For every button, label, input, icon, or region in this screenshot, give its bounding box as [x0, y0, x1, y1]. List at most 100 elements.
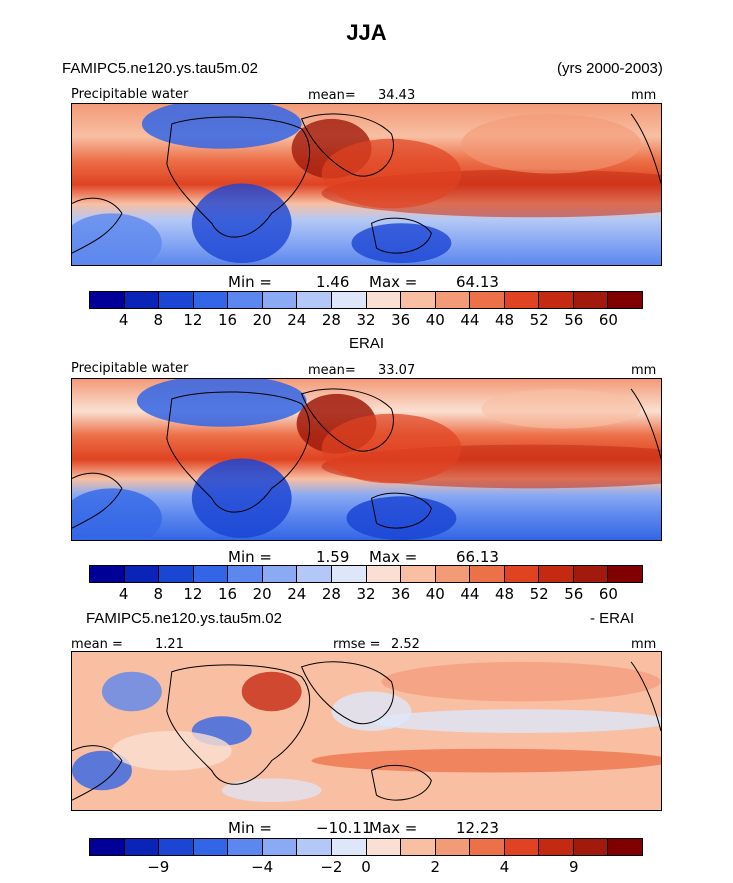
colorbar-tick-label: 32 — [356, 585, 376, 603]
colorbar-tick-label: 4 — [499, 858, 510, 876]
colorbar-swatch — [90, 566, 125, 582]
colorbar-swatch — [539, 566, 574, 582]
colorbar-swatch — [470, 839, 505, 855]
colorbar-swatch — [193, 839, 229, 855]
panel2-min-label: Min = — [228, 548, 272, 566]
panel3-rmse-value: 2.52 — [391, 637, 420, 652]
colorbar-swatch — [159, 839, 194, 855]
panel1-max-value: 64.13 — [456, 273, 499, 291]
colorbar-swatch — [401, 566, 436, 582]
colorbar-tick-label: 52 — [529, 311, 549, 329]
panel3-max-label: Max = — [369, 819, 418, 837]
colorbar-swatch — [366, 839, 402, 855]
colorbar-tick-label: 4 — [118, 311, 129, 329]
colorbar-tick-label: 48 — [494, 311, 515, 329]
map-erai — [71, 378, 662, 541]
map-difference — [71, 651, 662, 811]
colorbar-tick-label: −2 — [320, 858, 343, 876]
colorbar-swatch — [539, 839, 574, 855]
colorbar-tick-label: 40 — [425, 311, 445, 329]
colorbar-panel3-ticks: −9 −4 −2 0 2 4 9 — [89, 858, 643, 876]
colorbar-tick-label: −9 — [147, 858, 170, 876]
colorbar-tick-label: 36 — [391, 585, 411, 603]
colorbar-tick-label: 44 — [460, 585, 480, 603]
colorbar-swatch — [608, 566, 642, 582]
colorbar-tick-label: 0 — [361, 858, 371, 876]
colorbar-swatch — [435, 292, 471, 308]
colorbar-swatch — [366, 566, 402, 582]
colorbar-panel3 — [89, 838, 643, 856]
colorbar-tick-label: 28 — [321, 585, 341, 603]
colorbar-swatch — [401, 292, 436, 308]
colorbar-swatch — [228, 566, 263, 582]
panel1-variable: Precipitable water — [71, 87, 189, 102]
colorbar-swatch — [573, 566, 609, 582]
colorbar-tick-label: 12 — [183, 311, 203, 329]
colorbar-tick-label: 24 — [287, 585, 307, 603]
colorbar-panel1 — [89, 291, 643, 309]
colorbar-tick-label: 9 — [568, 858, 579, 876]
colorbar-swatch — [90, 292, 125, 308]
case-name: FAMIPC5.ne120.ys.tau5m.02 — [62, 60, 258, 77]
colorbar-swatch — [228, 839, 263, 855]
colorbar-tick-label: 48 — [494, 585, 515, 603]
colorbar-swatch — [608, 292, 642, 308]
colorbar-tick-label: 60 — [598, 311, 618, 329]
colorbar-swatch — [90, 839, 125, 855]
colorbar-tick-label: 4 — [118, 585, 129, 603]
colorbar-swatch — [401, 839, 436, 855]
colorbar-swatch — [504, 566, 540, 582]
colorbar-tick-label: 16 — [217, 585, 238, 603]
colorbar-tick-label: 24 — [287, 311, 307, 329]
panel2-units: mm — [631, 363, 657, 378]
map-model — [71, 103, 662, 266]
panel3-units: mm — [631, 637, 657, 652]
colorbar-swatch — [331, 292, 367, 308]
colorbar-tick-label: 16 — [217, 311, 238, 329]
panel1-mean-value: 34.43 — [378, 88, 416, 103]
panel1-max-label: Max = — [369, 273, 418, 291]
colorbar-tick-label: 40 — [425, 585, 445, 603]
panel1-min-label: Min = — [228, 273, 272, 291]
panel2-mean-label: mean= — [308, 363, 356, 378]
panel3-title-left: FAMIPC5.ne120.ys.tau5m.02 — [86, 610, 282, 627]
panel3-rmse-label: rmse = — [333, 637, 381, 652]
colorbar-swatch — [159, 292, 194, 308]
colorbar-swatch — [608, 839, 642, 855]
panel2-max-label: Max = — [369, 548, 418, 566]
colorbar-tick-label: 52 — [529, 585, 549, 603]
panel3-mean-label: mean = — [71, 637, 123, 652]
colorbar-tick-label: 2 — [430, 858, 441, 876]
colorbar-swatch — [262, 566, 298, 582]
colorbar-tick-label: 56 — [564, 311, 584, 329]
panel2-min-value: 1.59 — [316, 548, 350, 566]
map-erai-field — [72, 379, 661, 540]
colorbar-panel2-ticks: 4 8 12 16 20 24 28 32 36 40 44 48 52 56 60 — [89, 585, 643, 603]
colorbar-tick-label: 28 — [321, 311, 341, 329]
panel1-min-value: 1.46 — [316, 273, 350, 291]
colorbar-tick-label: 32 — [356, 311, 376, 329]
colorbar-swatch — [297, 292, 332, 308]
colorbar-swatch — [504, 839, 540, 855]
colorbar-swatch — [435, 839, 471, 855]
panel3-min-label: Min = — [228, 819, 272, 837]
colorbar-panel1-ticks: 4 8 12 16 20 24 28 32 36 40 44 48 52 56 60 — [89, 311, 643, 329]
colorbar-swatch — [366, 292, 402, 308]
colorbar-tick-label: 20 — [252, 585, 272, 603]
colorbar-swatch — [193, 566, 229, 582]
panel2-max-value: 66.13 — [456, 548, 499, 566]
panel2-variable: Precipitable water — [71, 361, 189, 376]
season-title: JJA — [346, 20, 387, 45]
colorbar-tick-label: 8 — [153, 585, 164, 603]
panel3-min-value: −10.11 — [316, 819, 372, 837]
colorbar-tick-label: 8 — [153, 311, 164, 329]
colorbar-swatch — [228, 292, 263, 308]
colorbar-swatch — [124, 292, 160, 308]
years-label: (yrs 2000-2003) — [557, 60, 663, 77]
colorbar-swatch — [297, 566, 332, 582]
colorbar-swatch — [297, 839, 332, 855]
panel2-title: ERAI — [348, 335, 384, 352]
panel3-mean-value: 1.21 — [155, 637, 184, 652]
colorbar-tick-label: 20 — [252, 311, 272, 329]
colorbar-swatch — [262, 839, 298, 855]
